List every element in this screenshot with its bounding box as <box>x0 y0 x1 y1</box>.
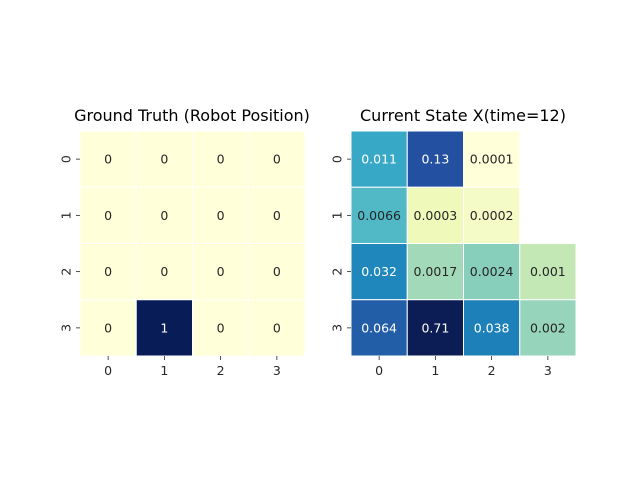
ground-truth-cell-label: 0 <box>160 152 168 167</box>
current-state-cell-label: 0.13 <box>421 152 449 167</box>
ground-truth-cell-label: 0 <box>217 152 225 167</box>
current-state-cell <box>350 130 408 188</box>
ground-truth-x-ticks: 0 1 2 3 <box>104 356 281 378</box>
current-state-title: Current State X(time=12) <box>360 106 566 125</box>
ground-truth-x-tick-label: 1 <box>160 363 168 378</box>
current-state-cell-label: 0.0002 <box>470 208 514 223</box>
ground-truth-y-tick-label: 0 <box>59 155 74 163</box>
ground-truth-cell-label: 0 <box>104 320 112 335</box>
current-state-y-tick-label: 3 <box>330 324 345 332</box>
current-state-cell <box>463 186 521 244</box>
ground-truth-cell-label: 0 <box>104 208 112 223</box>
current-state-x-ticks: 0 1 2 3 <box>375 356 552 378</box>
ground-truth-cell <box>248 243 306 301</box>
current-state-cell-label: 0.038 <box>474 320 510 335</box>
current-state-cell <box>406 186 464 244</box>
ground-truth-x-tick-label: 2 <box>217 363 225 378</box>
ground-truth-cell-label: 0 <box>217 208 225 223</box>
current-state-y-ticks: 0 1 2 3 <box>330 155 351 332</box>
current-state-cell-label: 0.011 <box>361 152 397 167</box>
current-state-cell-label: 0.0024 <box>470 264 514 279</box>
current-state-x-tick-label: 1 <box>431 363 439 378</box>
current-state-cell-label: 0.032 <box>361 264 397 279</box>
current-state-cell <box>406 299 464 357</box>
current-state-cells: 0.011 0.13 0.0001 0.0066 0.0003 0.0002 0.032 0.… <box>350 130 577 357</box>
current-state-cell-label: 0.002 <box>530 320 566 335</box>
current-state-cell <box>519 299 577 357</box>
ground-truth-cell-label: 1 <box>160 320 168 335</box>
ground-truth-cell <box>135 130 193 188</box>
current-state-cell <box>519 243 577 301</box>
ground-truth-cell <box>135 299 193 357</box>
ground-truth-heatmap: Ground Truth (Robot Position) 0 0 0 00 0 0 00 0… <box>59 106 310 378</box>
current-state-y-tick-label: 1 <box>330 211 345 219</box>
ground-truth-cell <box>192 130 250 188</box>
ground-truth-title: Ground Truth (Robot Position) <box>74 106 310 125</box>
current-state-x-tick-label: 2 <box>488 363 496 378</box>
ground-truth-cell <box>192 299 250 357</box>
current-state-x-tick-label: 3 <box>544 363 552 378</box>
current-state-x-tick-label: 0 <box>375 363 383 378</box>
current-state-cell-label: 0.0066 <box>357 208 401 223</box>
current-state-cell-label: 0.0017 <box>414 264 458 279</box>
ground-truth-cell-label: 0 <box>273 320 281 335</box>
ground-truth-cells: 0 0 0 0 0 0 0 0 0 0 0 0 0 1 0 0 <box>79 130 306 357</box>
ground-truth-cell-label: 0 <box>104 264 112 279</box>
ground-truth-y-tick-label: 2 <box>59 268 74 276</box>
current-state-cell <box>463 243 521 301</box>
ground-truth-cell-label: 0 <box>160 264 168 279</box>
ground-truth-y-ticks: 0 1 2 3 <box>59 155 80 332</box>
ground-truth-cell-label: 0 <box>273 152 281 167</box>
current-state-cell <box>463 130 521 188</box>
current-state-cell <box>350 186 408 244</box>
ground-truth-cell <box>248 299 306 357</box>
current-state-cell-label: 0.71 <box>421 320 449 335</box>
ground-truth-cell-label: 0 <box>160 208 168 223</box>
current-state-heatmap: Current State X(time=12) 0.011 0.13 0.0001… <box>330 106 577 378</box>
ground-truth-cell-label: 0 <box>217 264 225 279</box>
current-state-y-tick-label: 0 <box>330 155 345 163</box>
current-state-cell-label: 0.001 <box>530 264 566 279</box>
current-state-cell-label: 0.064 <box>361 320 397 335</box>
ground-truth-x-tick-label: 3 <box>273 363 281 378</box>
current-state-cell <box>350 243 408 301</box>
ground-truth-x-tick-label: 0 <box>104 363 112 378</box>
ground-truth-cell <box>79 299 137 357</box>
ground-truth-y-tick-label: 3 <box>59 324 74 332</box>
ground-truth-cell-label: 0 <box>273 264 281 279</box>
ground-truth-y-tick-label: 1 <box>59 211 74 219</box>
ground-truth-cell-label: 0 <box>217 320 225 335</box>
current-state-y-tick-label: 2 <box>330 268 345 276</box>
current-state-cell-label: 0.0003 <box>414 208 458 223</box>
ground-truth-cell <box>79 130 137 188</box>
current-state-cell <box>406 243 464 301</box>
ground-truth-cell <box>135 243 193 301</box>
current-state-cell-label: 0.0001 <box>470 152 514 167</box>
ground-truth-cell <box>248 186 306 244</box>
ground-truth-cell-label: 0 <box>104 152 112 167</box>
ground-truth-cell-label: 0 <box>273 208 281 223</box>
